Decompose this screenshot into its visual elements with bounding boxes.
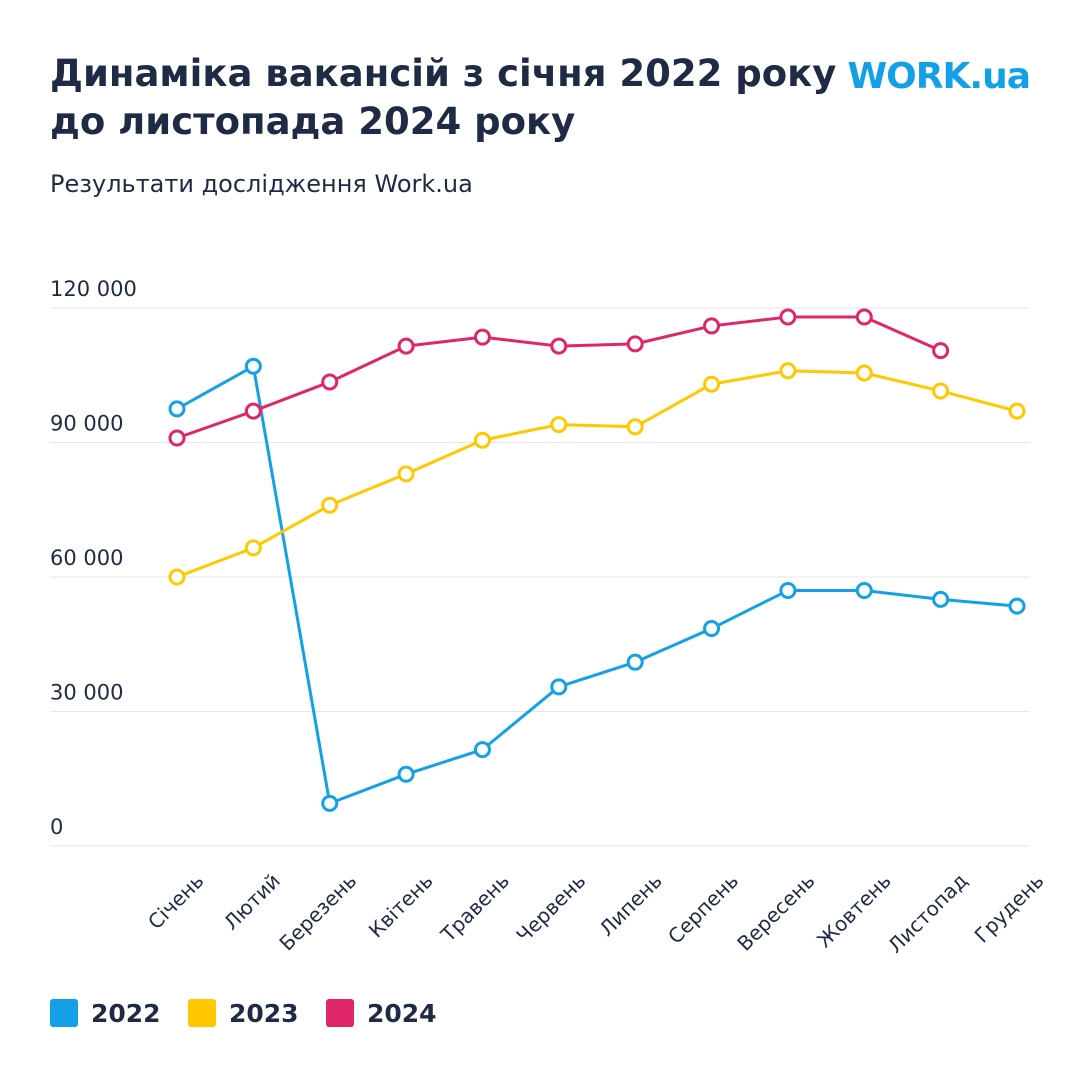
legend-swatch <box>188 999 216 1027</box>
y-tick-label: 90 000 <box>50 412 123 436</box>
legend-swatch <box>50 999 78 1027</box>
x-tick-label: Листопад <box>883 869 972 958</box>
point <box>626 418 644 436</box>
point <box>168 568 186 586</box>
point <box>855 364 873 382</box>
point <box>397 465 415 483</box>
x-tick-label: Червень <box>511 869 590 948</box>
point <box>626 335 644 353</box>
series-line <box>176 369 1018 579</box>
point <box>550 416 568 434</box>
x-tick-label: Липень <box>594 869 666 941</box>
point <box>703 317 721 335</box>
legend-swatch <box>326 999 354 1027</box>
point <box>397 765 415 783</box>
chart-subtitle: Результати дослідження Work.ua <box>50 170 473 198</box>
x-tick-label: Лютий <box>219 869 285 935</box>
point <box>703 620 721 638</box>
point <box>244 357 262 375</box>
point <box>550 337 568 355</box>
y-tick-label: 30 000 <box>50 681 123 705</box>
legend-label: 2024 <box>367 999 437 1028</box>
point <box>626 653 644 671</box>
point <box>244 402 262 420</box>
point <box>1008 597 1026 615</box>
chart-title: Динаміка вакансій з січня 2022 року до л… <box>50 52 837 143</box>
point <box>321 373 339 391</box>
y-tick-label: 0 <box>50 815 63 839</box>
point <box>321 496 339 514</box>
point <box>703 375 721 393</box>
x-tick-label: Березень <box>274 869 361 956</box>
point <box>932 382 950 400</box>
point <box>473 741 491 759</box>
x-tick-label: Січень <box>143 869 208 934</box>
point <box>473 328 491 346</box>
point <box>168 429 186 447</box>
legend-label: 2023 <box>229 999 299 1028</box>
x-tick-label: Серпень <box>663 869 743 949</box>
point <box>855 581 873 599</box>
point <box>550 678 568 696</box>
point <box>855 308 873 326</box>
point <box>168 400 186 418</box>
logo: WORK.ua <box>847 56 1031 97</box>
point <box>397 337 415 355</box>
series-line <box>176 364 1018 805</box>
point <box>244 539 262 557</box>
point <box>473 431 491 449</box>
point <box>321 794 339 812</box>
x-tick-label: Грудень <box>970 869 1049 948</box>
legend-label: 2022 <box>91 999 161 1028</box>
point <box>1008 402 1026 420</box>
point <box>932 342 950 360</box>
y-tick-label: 60 000 <box>50 546 123 570</box>
x-tick-label: Травень <box>435 869 514 948</box>
point <box>932 590 950 608</box>
point <box>779 308 797 326</box>
x-tick-label: Квітень <box>364 869 438 943</box>
point <box>779 362 797 380</box>
y-tick-label: 120 000 <box>50 277 137 301</box>
x-tick-label: Вересень <box>732 869 819 956</box>
point <box>779 581 797 599</box>
